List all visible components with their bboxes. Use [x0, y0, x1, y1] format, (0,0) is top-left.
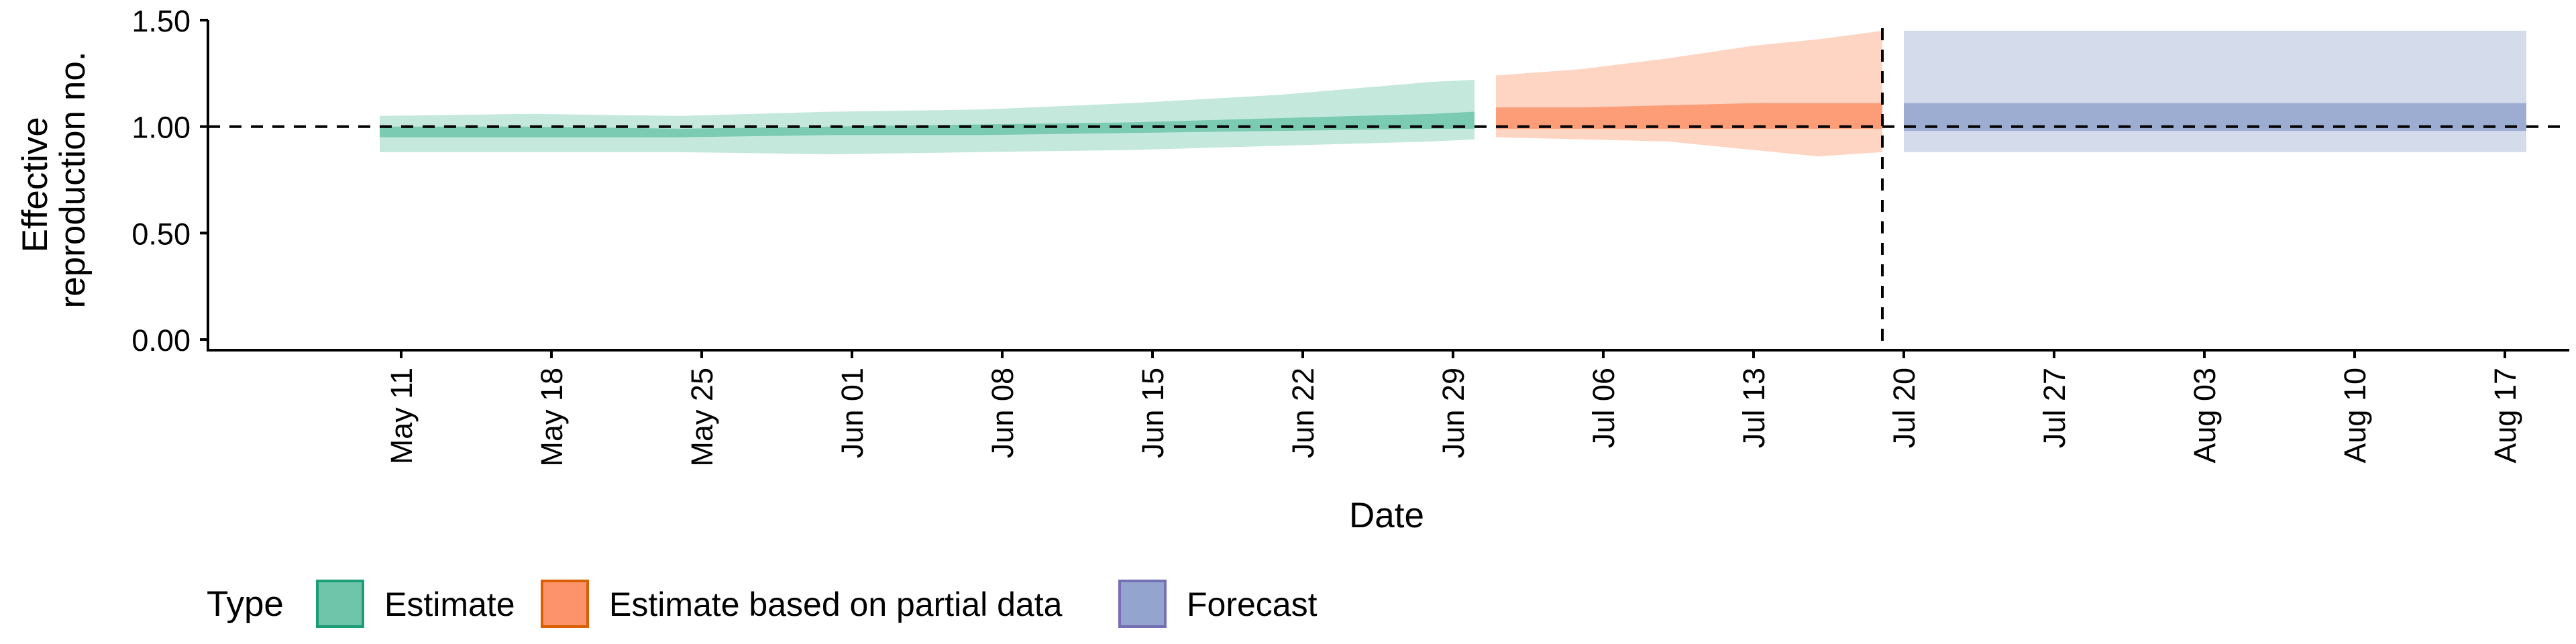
- x-tick-label: Jun 29: [1436, 368, 1470, 458]
- y-axis-title-line-1: Effective: [15, 117, 55, 252]
- x-tick-label: May 18: [535, 368, 569, 467]
- reference-lines: [208, 28, 2569, 350]
- y-axis-title-line-2: reproduction no.: [53, 51, 93, 308]
- y-tick-label: 0.00: [131, 323, 191, 358]
- legend-key-3: [1118, 580, 1167, 628]
- x-tick-label: Jul 27: [2037, 368, 2072, 448]
- x-tick-label: Jul 13: [1737, 368, 1771, 448]
- series-1-band-90: [380, 79, 1474, 154]
- x-tick-label: Jun 08: [985, 368, 1020, 458]
- series-2-band-90: [1496, 30, 1882, 157]
- x-tick-label: Jun 01: [835, 368, 869, 458]
- axes: [207, 20, 2569, 352]
- y-axis-title: Effective reproduction no.: [15, 51, 93, 308]
- legend: Type Estimate Estimate based on partial d…: [207, 580, 1318, 628]
- x-tick-label: May 11: [384, 368, 419, 464]
- x-ticks: May 11 May 18 May 25 Jun 01 Jun 08 Jun 15 Jun …: [384, 350, 2522, 467]
- y-ticks: 0.00 0.50 1.00 1.50: [131, 4, 208, 358]
- legend-key-2: [541, 580, 589, 628]
- legend-title: Type: [207, 584, 284, 624]
- series-3-band-90: [1904, 30, 2526, 152]
- legend-label-1: Estimate: [384, 586, 515, 623]
- series-1-band-50: [380, 111, 1474, 138]
- y-tick-label: 1.00: [131, 111, 191, 145]
- band-layer: [380, 30, 2526, 157]
- legend-label-3: Forecast: [1187, 586, 1318, 623]
- x-tick-label: Aug 03: [2188, 368, 2222, 464]
- x-tick-label: Aug 17: [2488, 368, 2522, 464]
- legend-items: Estimate Estimate based on partial data Fo…: [316, 580, 1318, 628]
- y-tick-label: 1.50: [131, 4, 191, 38]
- x-tick-label: May 25: [685, 368, 719, 467]
- x-tick-label: Jun 15: [1136, 368, 1170, 458]
- x-tick-label: Aug 10: [2338, 368, 2372, 464]
- x-tick-label: Jun 22: [1286, 368, 1320, 458]
- x-tick-label: Jul 06: [1587, 368, 1621, 448]
- series-2-band-50: [1496, 103, 1882, 129]
- y-tick-label: 0.50: [131, 217, 191, 251]
- legend-key-1: [316, 580, 364, 628]
- x-axis-title: Date: [1349, 496, 1424, 535]
- x-tick-label: Jul 20: [1887, 368, 1921, 448]
- series-3-band-50: [1904, 103, 2526, 131]
- legend-label-2: Estimate based on partial data: [609, 586, 1063, 623]
